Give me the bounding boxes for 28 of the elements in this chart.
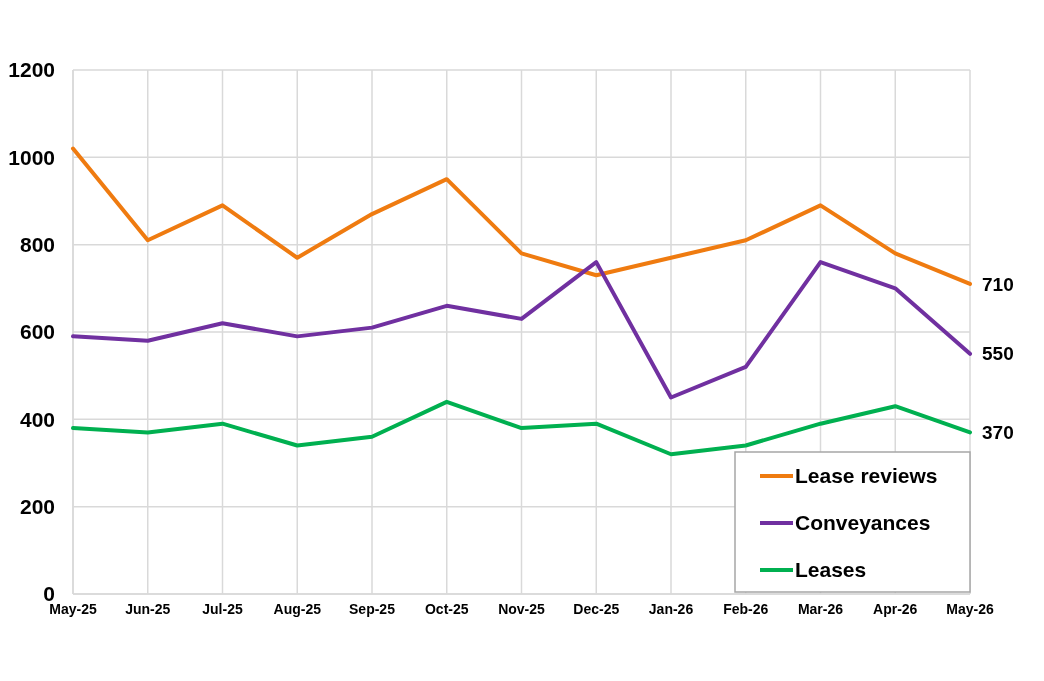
x-tick-label: Sep-25 <box>349 601 396 617</box>
annotation: 370 <box>982 422 1014 444</box>
y-tick-label: 600 <box>19 320 55 344</box>
legend-label: Leases <box>795 558 867 582</box>
x-tick-label: Jan-26 <box>648 601 694 617</box>
x-tick-label: Dec-25 <box>573 601 620 617</box>
y-tick-label: 1000 <box>8 145 55 169</box>
legend-label: Lease reviews <box>795 464 938 488</box>
line-series <box>71 146 972 286</box>
legend-label: Conveyances <box>795 511 931 535</box>
y-tick-label: 200 <box>19 495 55 519</box>
y-tick-label: 400 <box>19 407 55 431</box>
x-tick-label: May-25 <box>49 601 97 617</box>
y-tick-label: 800 <box>19 233 55 257</box>
x-tick-label: Nov-25 <box>498 601 546 617</box>
x-tick-label: Oct-25 <box>424 601 469 617</box>
line-series <box>71 399 972 457</box>
x-tick-label: Aug-25 <box>273 601 322 617</box>
x-tick-label: Jun-25 <box>125 601 171 617</box>
x-tick-label: Mar-26 <box>797 601 844 617</box>
y-tick-label: 1200 <box>8 58 55 82</box>
x-tick-label: Jul-25 <box>202 601 243 617</box>
x-tick-label: May-26 <box>946 601 994 617</box>
x-tick-label: Feb-26 <box>723 601 769 617</box>
annotation: 550 <box>982 343 1014 365</box>
line-series <box>71 260 972 400</box>
x-tick-label: Apr-26 <box>873 601 918 617</box>
annotation: 710 <box>982 273 1014 295</box>
